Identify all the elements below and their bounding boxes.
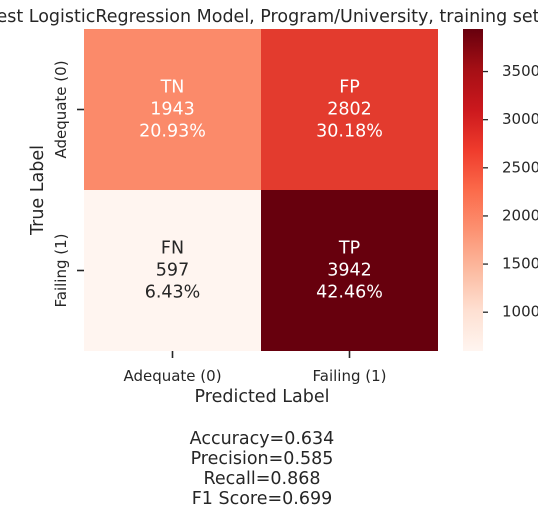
cell-percent: 42.46% xyxy=(316,283,383,303)
y-axis-label: True Label xyxy=(28,145,48,236)
cell-count: 597 xyxy=(156,261,189,281)
cell-label: FP xyxy=(339,78,360,98)
y-tick-label: Failing (1) xyxy=(52,234,70,308)
colorbar-tick-label: 2500 xyxy=(502,158,538,176)
x-axis-label: Predicted Label xyxy=(195,387,330,407)
colorbar-tick-label: 3500 xyxy=(502,62,538,80)
metric-line: Precision=0.585 xyxy=(191,449,334,469)
cell-count: 2802 xyxy=(327,100,372,120)
metric-line: Recall=0.868 xyxy=(204,469,321,489)
cell-percent: 30.18% xyxy=(316,122,383,142)
y-tick-label: Adequate (0) xyxy=(52,60,70,158)
colorbar-tick-label: 1000 xyxy=(502,303,538,321)
metric-line: Accuracy=0.634 xyxy=(190,429,335,449)
x-tick-label: Failing (1) xyxy=(313,367,387,385)
colorbar-tick-label: 1500 xyxy=(502,255,538,273)
x-axis: Adequate (0) Failing (1) xyxy=(123,351,386,385)
cell-label: TP xyxy=(338,239,360,259)
y-axis: Adequate (0) Failing (1) xyxy=(52,60,84,307)
cell-label: TN xyxy=(160,78,185,98)
cell-label: FN xyxy=(161,239,184,259)
colorbar-gradient xyxy=(463,29,483,351)
chart-title: Best LogisticRegression Model, Program/U… xyxy=(0,7,538,27)
metric-line: F1 Score=0.699 xyxy=(192,489,333,509)
metrics-block: Accuracy=0.634Precision=0.585Recall=0.86… xyxy=(190,429,335,509)
colorbar-tick-label: 2000 xyxy=(502,206,538,224)
cell-count: 1943 xyxy=(150,100,195,120)
cell-percent: 20.93% xyxy=(139,122,206,142)
x-tick-label: Adequate (0) xyxy=(123,367,221,385)
cell-count: 3942 xyxy=(327,261,372,281)
cell-percent: 6.43% xyxy=(145,283,201,303)
colorbar-tick-label: 3000 xyxy=(502,110,538,128)
colorbar: 1000 1500 2000 2500 3000 3500 xyxy=(463,29,538,351)
